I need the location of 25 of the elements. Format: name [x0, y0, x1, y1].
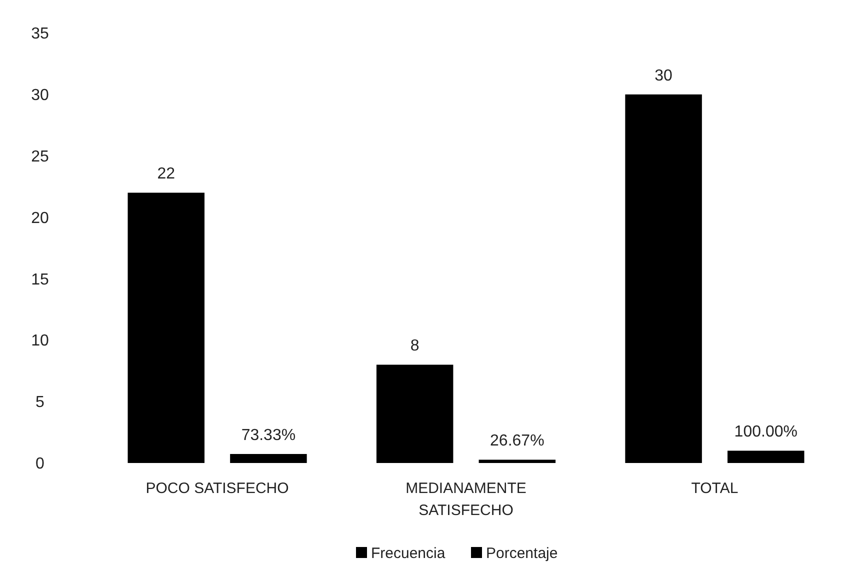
- x-tick-label: POCO SATISFECHO: [146, 480, 289, 497]
- bar: [128, 192, 204, 463]
- y-tick-label: 30: [31, 87, 49, 104]
- bar: [230, 454, 307, 463]
- legend-label: Frecuencia: [371, 545, 446, 562]
- bar: [728, 450, 804, 463]
- x-tick-label: TOTAL: [691, 480, 738, 497]
- data-label: 22: [157, 166, 176, 183]
- data-label: 30: [654, 67, 673, 84]
- data-label: 100.00%: [734, 424, 798, 441]
- y-tick-label: 35: [31, 26, 49, 43]
- bar: [376, 364, 454, 463]
- y-tick-label: 5: [36, 394, 45, 412]
- y-tick-label: 10: [31, 332, 49, 350]
- y-tick-label: 15: [31, 271, 49, 288]
- x-tick-label: MEDIANAMENTE SATISFECHO: [406, 480, 526, 519]
- y-tick-label: 25: [31, 148, 49, 166]
- bar: [478, 460, 556, 463]
- bar: [625, 94, 702, 463]
- legend-label: Porcentaje: [486, 545, 558, 562]
- y-tick-label: 20: [31, 210, 49, 227]
- data-label: 73.33%: [241, 426, 296, 444]
- y-tick-label: 0: [36, 456, 45, 473]
- data-label: 26.67%: [490, 432, 544, 450]
- data-label: 8: [410, 338, 420, 355]
